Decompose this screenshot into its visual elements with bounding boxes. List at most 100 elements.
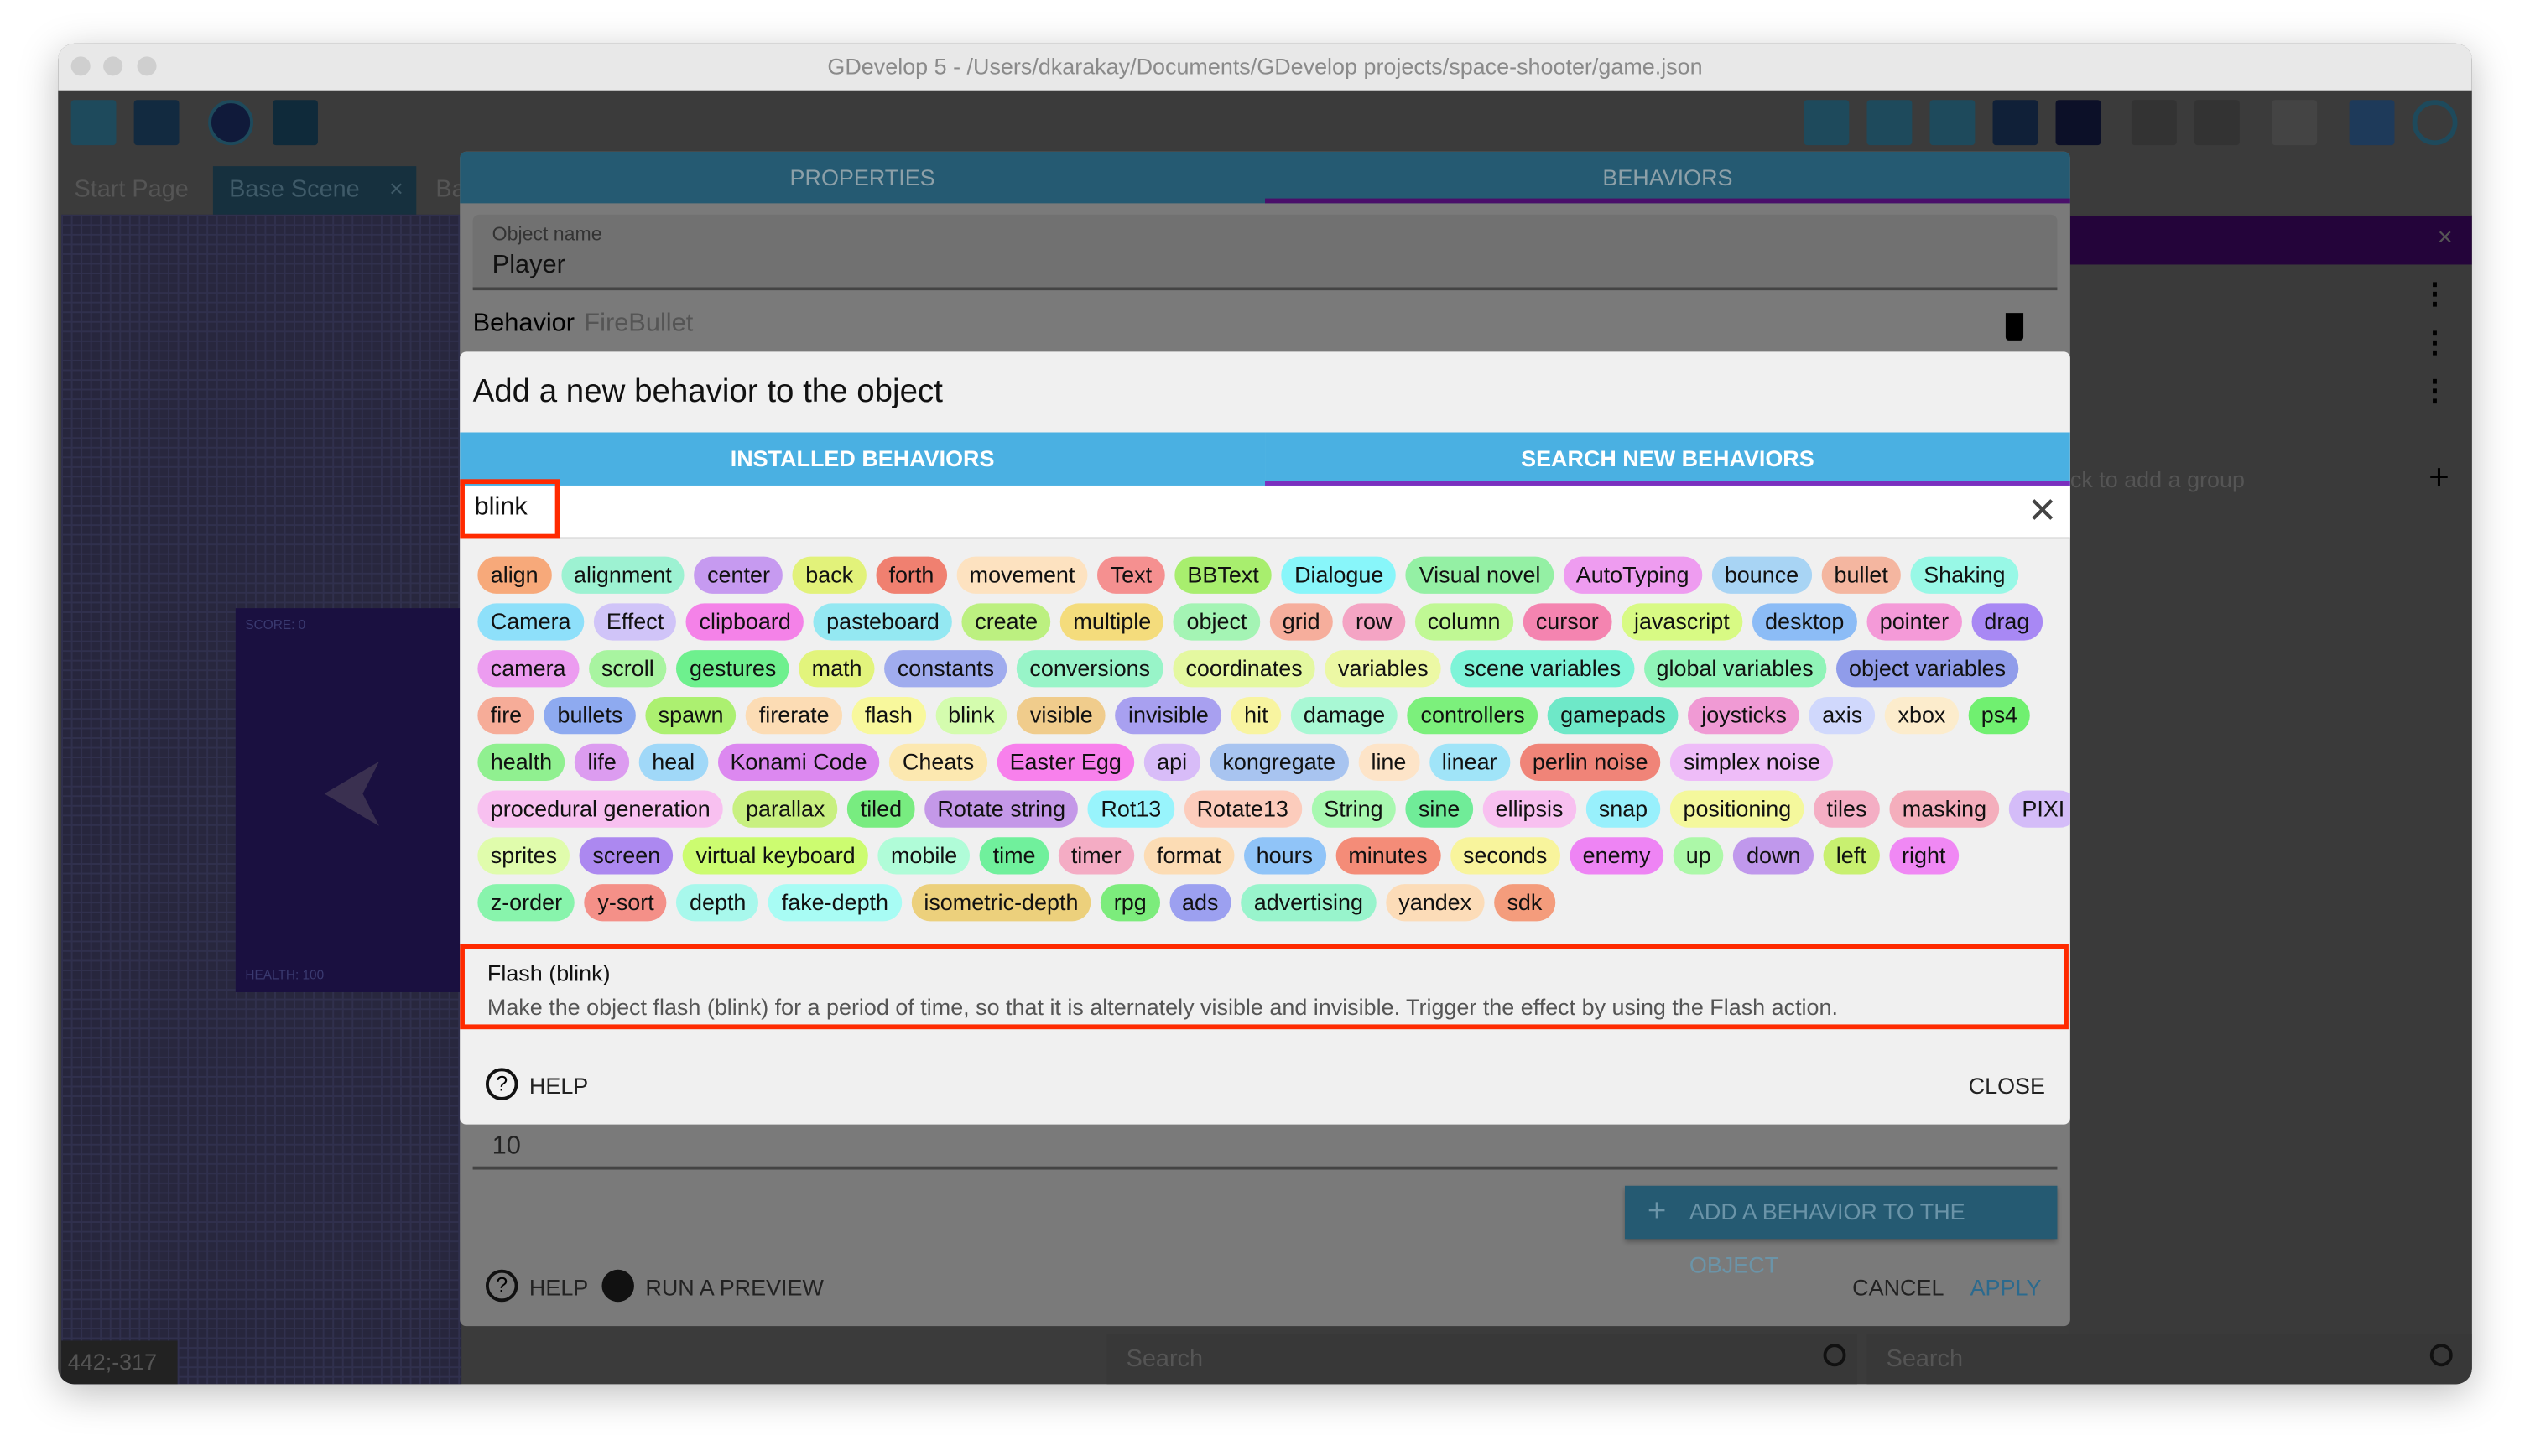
- tag-chip[interactable]: alignment: [560, 556, 685, 594]
- redo-icon[interactable]: [2194, 100, 2240, 146]
- tag-chip[interactable]: clipboard: [686, 603, 804, 641]
- tag-chip[interactable]: parallax: [732, 790, 838, 828]
- tag-chip[interactable]: Dialogue: [1281, 556, 1397, 594]
- tag-chip[interactable]: bullets: [544, 696, 636, 735]
- tag-chip[interactable]: joysticks: [1688, 696, 1800, 735]
- tag-chip[interactable]: firerate: [746, 696, 843, 735]
- tag-chip[interactable]: time: [980, 837, 1049, 875]
- tag-chip[interactable]: visible: [1017, 696, 1106, 735]
- tag-chip[interactable]: bounce: [1711, 556, 1812, 594]
- tag-chip[interactable]: column: [1414, 603, 1513, 641]
- tag-chip[interactable]: life: [575, 743, 630, 781]
- tag-chip[interactable]: sdk: [1494, 884, 1555, 922]
- tag-chip[interactable]: snap: [1585, 790, 1661, 828]
- tag-chip[interactable]: tiled: [847, 790, 915, 828]
- tag-chip[interactable]: health: [477, 743, 565, 781]
- tag-chip[interactable]: Konami Code: [717, 743, 880, 781]
- tag-chip[interactable]: object: [1174, 603, 1260, 641]
- tag-chip[interactable]: enemy: [1570, 837, 1663, 875]
- tag-chip[interactable]: movement: [956, 556, 1088, 594]
- tag-chip[interactable]: ellipsis: [1482, 790, 1576, 828]
- tag-chip[interactable]: ads: [1169, 884, 1231, 922]
- tag-chip[interactable]: Easter Egg: [997, 743, 1135, 781]
- tag-chip[interactable]: procedural generation: [477, 790, 724, 828]
- behavior-property-field[interactable]: 10: [472, 1126, 2058, 1170]
- tag-chip[interactable]: up: [1673, 837, 1725, 875]
- tag-chip[interactable]: gamepads: [1547, 696, 1679, 735]
- tag-chip[interactable]: create: [961, 603, 1051, 641]
- tag-chip[interactable]: damage: [1290, 696, 1398, 735]
- tag-chip[interactable]: ps4: [1968, 696, 2031, 735]
- tag-chip[interactable]: controllers: [1408, 696, 1538, 735]
- tag-chip[interactable]: z-order: [477, 884, 575, 922]
- tab-behaviors[interactable]: BEHAVIORS: [1602, 164, 1733, 190]
- tag-chip[interactable]: String: [1310, 790, 1396, 828]
- tag-chip[interactable]: Camera: [477, 603, 584, 641]
- tag-chip[interactable]: rpg: [1101, 884, 1160, 922]
- tag-chip[interactable]: seconds: [1450, 837, 1560, 875]
- tag-chip[interactable]: right: [1888, 837, 1959, 875]
- tag-chip[interactable]: camera: [477, 650, 579, 688]
- close-button[interactable]: CLOSE: [1968, 1073, 2045, 1099]
- tag-chip[interactable]: fake-depth: [768, 884, 902, 922]
- tag-chip[interactable]: drag: [1971, 603, 2043, 641]
- tag-chip[interactable]: timer: [1058, 837, 1135, 875]
- tab-base-scene[interactable]: Base Scene ×: [212, 166, 417, 215]
- tag-chip[interactable]: advertising: [1241, 884, 1377, 922]
- add-behavior-button[interactable]: + ADD A BEHAVIOR TO THE OBJECT: [1624, 1185, 2058, 1277]
- tag-chip[interactable]: left: [1823, 837, 1880, 875]
- tag-chip[interactable]: conversions: [1017, 650, 1163, 688]
- trash-icon[interactable]: [2005, 313, 2024, 341]
- tag-chip[interactable]: yandex: [1385, 884, 1485, 922]
- tag-chip[interactable]: perlin noise: [1519, 743, 1662, 781]
- tag-chip[interactable]: format: [1143, 837, 1234, 875]
- tag-chip[interactable]: simplex noise: [1670, 743, 1834, 781]
- tag-chip[interactable]: cursor: [1523, 603, 1612, 641]
- tag-chip[interactable]: line: [1358, 743, 1419, 781]
- tag-chip[interactable]: bullet: [1821, 556, 1902, 594]
- tag-chip[interactable]: PIXI: [2008, 790, 2070, 828]
- more-options-icon[interactable]: ⋮: [2420, 277, 2449, 310]
- close-window-button[interactable]: [70, 56, 91, 76]
- tab-start-page[interactable]: Start Page: [74, 175, 189, 204]
- tag-chip[interactable]: xbox: [1885, 696, 1959, 735]
- tag-chip[interactable]: axis: [1809, 696, 1876, 735]
- preview-play-icon[interactable]: [208, 100, 253, 146]
- tab-search-new-behaviors[interactable]: SEARCH NEW BEHAVIORS: [1265, 432, 2070, 486]
- apply-button[interactable]: APPLY: [1970, 1274, 2042, 1301]
- zoom-reset-icon[interactable]: [2412, 100, 2458, 146]
- run-preview-button[interactable]: RUN A PREVIEW: [645, 1274, 824, 1301]
- tag-chip[interactable]: variables: [1325, 650, 1442, 688]
- tag-chip[interactable]: desktop: [1752, 603, 1857, 641]
- more-options-icon[interactable]: ⋮: [2420, 374, 2449, 407]
- tag-chip[interactable]: Rotate string: [924, 790, 1079, 828]
- minimize-window-button[interactable]: [103, 56, 123, 76]
- player-ship[interactable]: [324, 761, 380, 826]
- tag-chip[interactable]: constants: [884, 650, 1007, 688]
- tag-chip[interactable]: Rot13: [1088, 790, 1174, 828]
- tag-chip[interactable]: isometric-depth: [910, 884, 1091, 922]
- tag-chip[interactable]: back: [792, 556, 867, 594]
- tag-chip[interactable]: spawn: [645, 696, 737, 735]
- project-manager-icon[interactable]: [70, 100, 117, 146]
- tag-chip[interactable]: screen: [579, 837, 674, 875]
- help-button[interactable]: HELP: [528, 1073, 589, 1099]
- tag-chip[interactable]: depth: [676, 884, 759, 922]
- tag-chip[interactable]: tiles: [1814, 790, 1880, 828]
- tag-chip[interactable]: BBText: [1174, 556, 1273, 594]
- behavior-search-input[interactable]: blink ✕: [460, 479, 2070, 539]
- layers-icon[interactable]: [2055, 100, 2101, 146]
- maximize-window-button[interactable]: [137, 56, 157, 76]
- tag-chip[interactable]: heal: [638, 743, 708, 781]
- tag-chip[interactable]: coordinates: [1173, 650, 1316, 688]
- more-options-icon[interactable]: ⋮: [2420, 325, 2449, 359]
- tag-chip[interactable]: minutes: [1335, 837, 1441, 875]
- instances-list-icon[interactable]: [1992, 100, 2038, 146]
- scene-icon[interactable]: [133, 100, 180, 146]
- add-group-icon[interactable]: +: [2428, 456, 2449, 497]
- tag-chip[interactable]: Rotate13: [1184, 790, 1302, 828]
- tag-chip[interactable]: blink: [934, 696, 1007, 735]
- search-input[interactable]: Search: [1106, 1334, 1857, 1385]
- tag-chip[interactable]: fire: [477, 696, 535, 735]
- object-groups-icon[interactable]: [1866, 100, 1913, 146]
